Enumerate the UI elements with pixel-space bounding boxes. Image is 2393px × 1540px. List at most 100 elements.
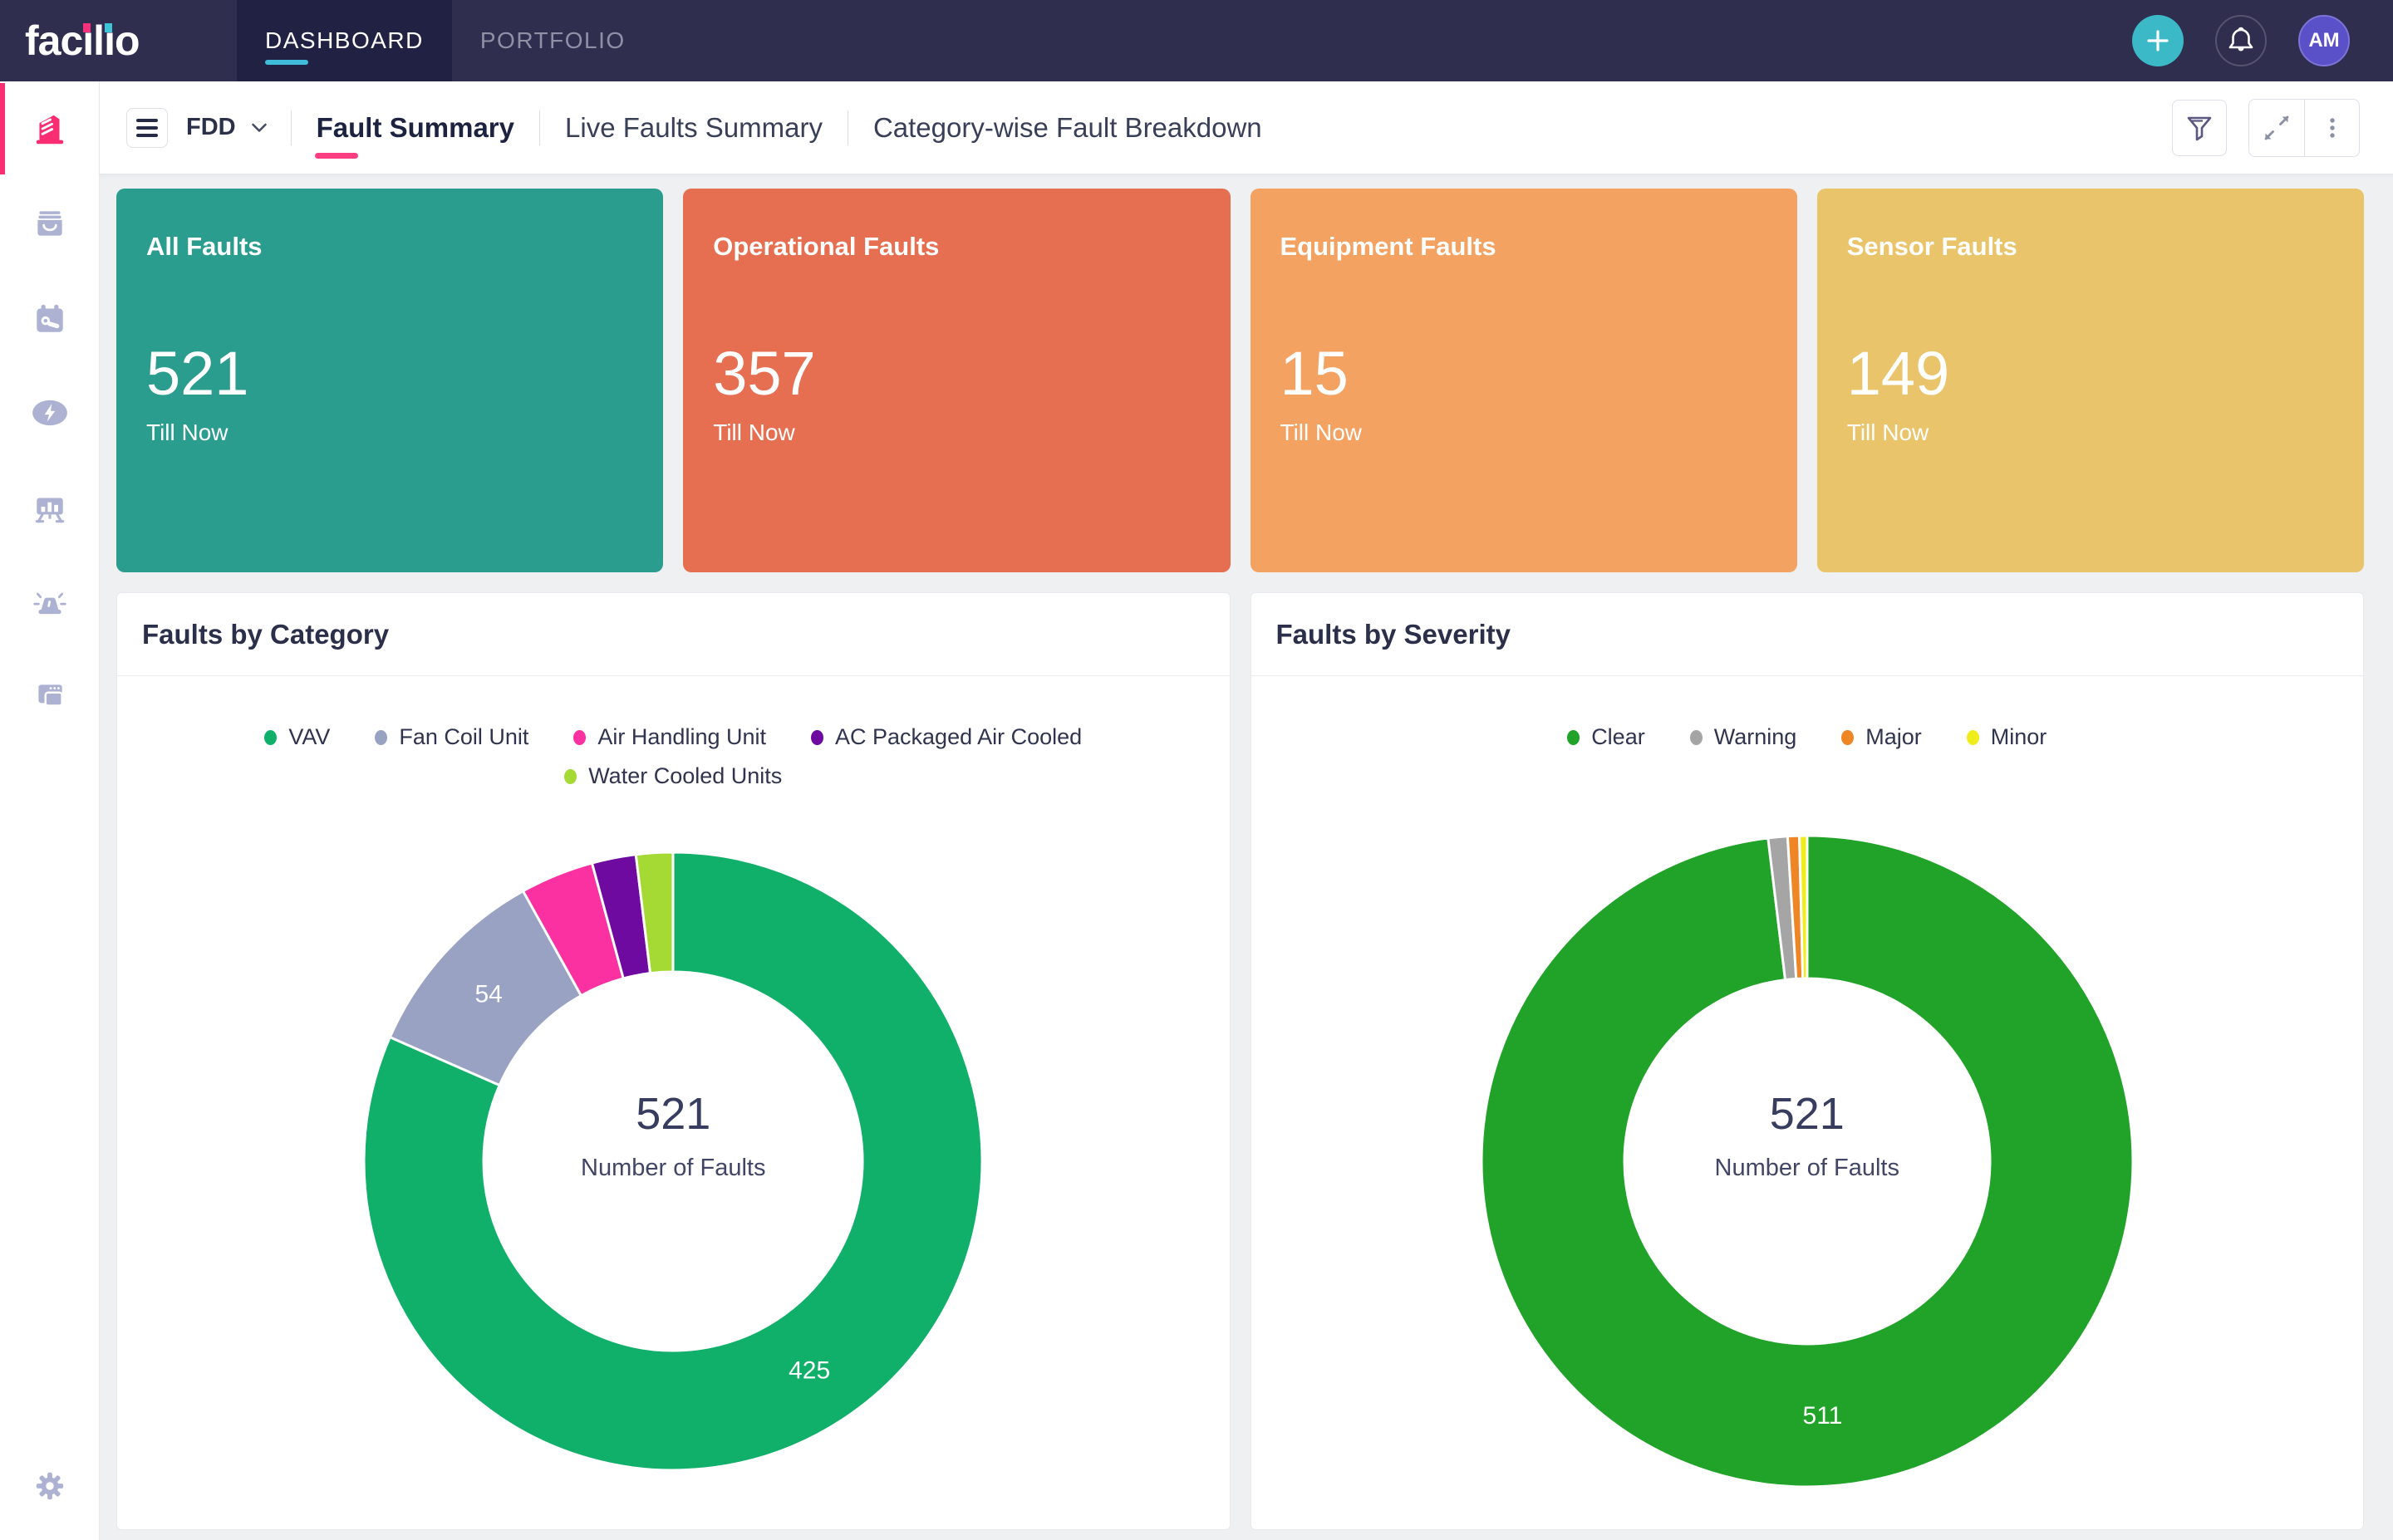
building-icon [36, 115, 63, 145]
nav-tab-dashboard[interactable]: DASHBOARD [237, 0, 452, 81]
legend-label: Minor [1990, 724, 2047, 749]
legend-label: Air Handling Unit [597, 724, 766, 749]
expand-icon [2264, 115, 2289, 140]
legend-label: Fan Coil Unit [399, 724, 529, 749]
legend-item[interactable]: AC Packaged Air Cooled [811, 724, 1082, 750]
donut-chart-severity: 511 521 Number of Faults [1475, 829, 2140, 1493]
stat-cards-row: All Faults 521 Till Now Operational Faul… [116, 189, 2364, 572]
divider [290, 110, 292, 145]
sidebar-item-energy[interactable] [0, 365, 99, 460]
card-title: Sensor Faults [1846, 232, 2017, 261]
notifications-button[interactable] [2215, 15, 2267, 66]
gear-icon [36, 1472, 63, 1500]
legend-dot [1689, 729, 1703, 745]
expand-button[interactable] [2249, 100, 2304, 156]
sidebar-item-settings[interactable] [0, 1439, 99, 1533]
legend-dot [573, 729, 587, 745]
divider [539, 110, 541, 145]
card-subtitle: Till Now [1280, 419, 1363, 445]
legend-dot [811, 729, 823, 745]
card-subtitle: Till Now [713, 419, 795, 445]
tab-live-faults-summary[interactable]: Live Faults Summary [565, 111, 823, 143]
legend-item[interactable]: Major [1841, 724, 1922, 750]
plus-icon [2147, 30, 2169, 51]
card-subtitle: Till Now [1846, 419, 1929, 445]
sidebar-item-dashboards[interactable] [0, 460, 99, 555]
more-options-button[interactable] [2304, 99, 2359, 156]
donut-slice[interactable] [362, 851, 984, 1472]
sidebar-item-inbox[interactable] [0, 176, 99, 271]
legend-item[interactable]: Clear [1567, 724, 1645, 750]
dashboard-list-button[interactable] [126, 107, 168, 148]
panel-faults-by-severity: Faults by Severity Clear Warning Major Mino… [1250, 592, 2364, 1530]
inbox-tray-icon [37, 211, 62, 236]
legend-label: VAV [288, 724, 331, 749]
filter-icon [2187, 116, 2212, 140]
stat-card-equipment-faults: Equipment Faults 15 Till Now [1250, 189, 1797, 572]
panel-header: Faults by Category [117, 593, 1230, 676]
card-title: All Faults [146, 232, 263, 261]
legend-dot [1841, 729, 1855, 745]
user-avatar[interactable]: AM [2298, 15, 2350, 66]
slice-value-label: 511 [1802, 1402, 1842, 1430]
legend-dot [1966, 729, 1979, 745]
legend-dot [375, 729, 388, 745]
slice-value-label: 54 [475, 981, 503, 1008]
legend-item[interactable]: VAV [264, 724, 330, 750]
panel-faults-by-category: Faults by Category VAV Fan Coil Unit Air H… [116, 592, 1231, 1530]
card-title: Operational Faults [713, 232, 940, 261]
stat-card-all-faults: All Faults 521 Till Now [116, 189, 664, 572]
legend-dot [264, 729, 278, 745]
facilio-logo: fac ı l ı o [25, 17, 140, 64]
chart-legend: Clear Warning Major Minor [1567, 724, 2047, 804]
app-sidebar [0, 81, 100, 1540]
card-value: 521 [146, 339, 249, 408]
legend-item[interactable]: Water Cooled Units [564, 763, 782, 789]
filter-button[interactable] [2172, 99, 2227, 156]
stat-card-operational-faults: Operational Faults 357 Till Now [683, 189, 1231, 572]
donut-chart-category: 425 54 521 Number of Faults [341, 829, 1005, 1493]
energy-bolt-icon [32, 400, 67, 426]
legend-dot [564, 768, 577, 784]
legend-item[interactable]: Warning [1689, 724, 1796, 750]
calendar-wrench-icon [36, 304, 63, 332]
slice-value-label: 425 [789, 1357, 830, 1385]
sidebar-item-maintenance[interactable] [0, 271, 99, 365]
legend-label: Major [1865, 724, 1922, 749]
card-value: 149 [1846, 339, 1950, 408]
legend-label: AC Packaged Air Cooled [835, 724, 1083, 749]
add-button[interactable] [2132, 15, 2184, 66]
logo-dot-teal: ı [104, 17, 115, 64]
panel-title: Faults by Category [142, 618, 390, 650]
chevron-down-icon [251, 123, 267, 132]
primary-nav: DASHBOARD PORTFOLIO [237, 0, 654, 81]
top-navbar: fac ı l ı o DASHBOARD PORTFOLIO AM [0, 0, 2393, 81]
legend-item[interactable]: Minor [1966, 724, 2047, 750]
tab-category-wise-fault-breakdown[interactable]: Category-wise Fault Breakdown [872, 111, 1262, 143]
bell-icon [2228, 27, 2253, 51]
donut-slice[interactable] [1480, 834, 2135, 1489]
module-dropdown[interactable]: FDD [186, 114, 268, 141]
card-title: Equipment Faults [1280, 232, 1496, 261]
card-subtitle: Till Now [146, 419, 228, 445]
legend-item[interactable]: Air Handling Unit [573, 724, 766, 750]
card-value: 15 [1280, 339, 1349, 408]
module-name: FDD [186, 114, 236, 140]
legend-dot [1567, 729, 1580, 745]
chart-legend: VAV Fan Coil Unit Air Handling Unit AC Pack… [195, 724, 1151, 804]
tab-fault-summary[interactable]: Fault Summary [314, 81, 516, 174]
panel-title: Faults by Severity [1275, 618, 1511, 650]
donut-slice[interactable] [1797, 834, 1809, 980]
panel-header: Faults by Severity [1251, 593, 2363, 676]
sidebar-item-facility[interactable] [0, 81, 99, 176]
alarm-console-icon [32, 592, 66, 615]
app-windows-icon [37, 684, 63, 707]
legend-label: Clear [1591, 724, 1645, 749]
nav-tab-portfolio[interactable]: PORTFOLIO [479, 27, 626, 53]
donut-slice[interactable] [634, 851, 675, 975]
sidebar-item-apps[interactable] [0, 650, 99, 744]
dashboard-toolbar: FDD Fault Summary Live Faults Summary Ca… [100, 81, 2393, 174]
legend-item[interactable]: Fan Coil Unit [375, 724, 528, 750]
sidebar-item-alarms[interactable] [0, 555, 99, 650]
presentation-chart-icon [35, 498, 64, 523]
